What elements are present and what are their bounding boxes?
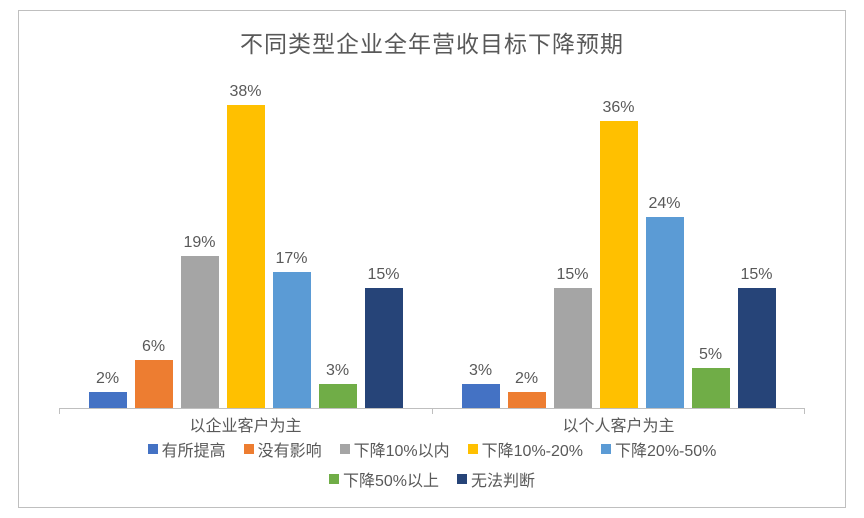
legend-item: 有所提高 bbox=[148, 437, 226, 461]
plot-area: 2%6%19%38%17%3%15%以企业客户为主3%2%15%36%24%5%… bbox=[59, 65, 805, 409]
axis-tick bbox=[59, 408, 60, 414]
bar-rect bbox=[273, 272, 311, 408]
axis-tick bbox=[804, 408, 805, 414]
legend-item: 下降10%以内 bbox=[340, 437, 450, 461]
bar: 15% bbox=[365, 266, 403, 408]
bar: 6% bbox=[135, 338, 173, 408]
bar-value-label: 3% bbox=[469, 362, 492, 380]
bar-value-label: 3% bbox=[326, 362, 349, 380]
legend-swatch bbox=[457, 474, 467, 484]
bar-value-label: 38% bbox=[229, 83, 261, 101]
bar-rect bbox=[692, 368, 730, 408]
bar-value-label: 2% bbox=[96, 370, 119, 388]
bar: 3% bbox=[319, 362, 357, 408]
legend-label: 下降50%以上 bbox=[343, 467, 439, 491]
bar: 15% bbox=[554, 266, 592, 408]
legend-item: 无法判断 bbox=[457, 467, 535, 491]
bar-rect bbox=[135, 360, 173, 408]
legend-label: 下降10%以内 bbox=[354, 437, 450, 461]
bar-value-label: 19% bbox=[183, 234, 215, 252]
bar: 2% bbox=[508, 370, 546, 408]
bar-value-label: 36% bbox=[602, 99, 634, 117]
bar: 17% bbox=[273, 250, 311, 408]
bar-rect bbox=[508, 392, 546, 408]
bar-value-label: 6% bbox=[142, 338, 165, 356]
bar-group: 2%6%19%38%17%3%15%以企业客户为主 bbox=[89, 65, 403, 408]
legend-item: 下降50%以上 bbox=[329, 467, 439, 491]
legend-label: 下降20%-50% bbox=[615, 437, 716, 461]
legend-label: 无法判断 bbox=[471, 467, 535, 491]
legend-item: 下降20%-50% bbox=[601, 437, 716, 461]
legend-swatch bbox=[329, 474, 339, 484]
legend-label: 有所提高 bbox=[162, 437, 226, 461]
legend-swatch bbox=[244, 444, 254, 454]
legend-item: 没有影响 bbox=[244, 437, 322, 461]
axis-tick bbox=[432, 408, 433, 414]
bar-value-label: 15% bbox=[367, 266, 399, 284]
legend-swatch bbox=[601, 444, 611, 454]
bar-rect bbox=[365, 288, 403, 408]
bar: 38% bbox=[227, 83, 265, 408]
legend-swatch bbox=[340, 444, 350, 454]
bar-rect bbox=[600, 121, 638, 408]
legend: 有所提高 没有影响 下降10%以内 下降10%-20% 下降20%-50% 下降50%以上… bbox=[19, 437, 845, 491]
legend-swatch bbox=[148, 444, 158, 454]
bar: 36% bbox=[600, 99, 638, 408]
bar-value-label: 24% bbox=[648, 195, 680, 213]
chart-title: 不同类型企业全年营收目标下降预期 bbox=[19, 11, 845, 59]
bar: 24% bbox=[646, 195, 684, 408]
bar-rect bbox=[227, 105, 265, 408]
bar-rect bbox=[646, 217, 684, 408]
bar-rect bbox=[554, 288, 592, 408]
legend-swatch bbox=[468, 444, 478, 454]
bar-value-label: 17% bbox=[275, 250, 307, 268]
bar: 5% bbox=[692, 346, 730, 408]
bar-group: 3%2%15%36%24%5%15%以个人客户为主 bbox=[462, 65, 776, 408]
legend-label: 没有影响 bbox=[258, 437, 322, 461]
legend-item: 下降10%-20% bbox=[468, 437, 583, 461]
legend-label: 下降10%-20% bbox=[482, 437, 583, 461]
bar-rect bbox=[319, 384, 357, 408]
bar: 19% bbox=[181, 234, 219, 408]
bar-value-label: 15% bbox=[556, 266, 588, 284]
x-axis-category: 以个人客户为主 bbox=[462, 412, 776, 436]
bar-value-label: 2% bbox=[515, 370, 538, 388]
bar-value-label: 15% bbox=[740, 266, 772, 284]
bar: 15% bbox=[738, 266, 776, 408]
bar-rect bbox=[462, 384, 500, 408]
bar: 3% bbox=[462, 362, 500, 408]
bar: 2% bbox=[89, 370, 127, 408]
bar-rect bbox=[89, 392, 127, 408]
bar-value-label: 5% bbox=[699, 346, 722, 364]
x-axis-category: 以企业客户为主 bbox=[89, 412, 403, 436]
bar-rect bbox=[181, 256, 219, 408]
bar-rect bbox=[738, 288, 776, 408]
chart-container: 不同类型企业全年营收目标下降预期 2% 6% 19% 38% 17% 3% 15% 以企业客户… bbox=[18, 10, 846, 508]
